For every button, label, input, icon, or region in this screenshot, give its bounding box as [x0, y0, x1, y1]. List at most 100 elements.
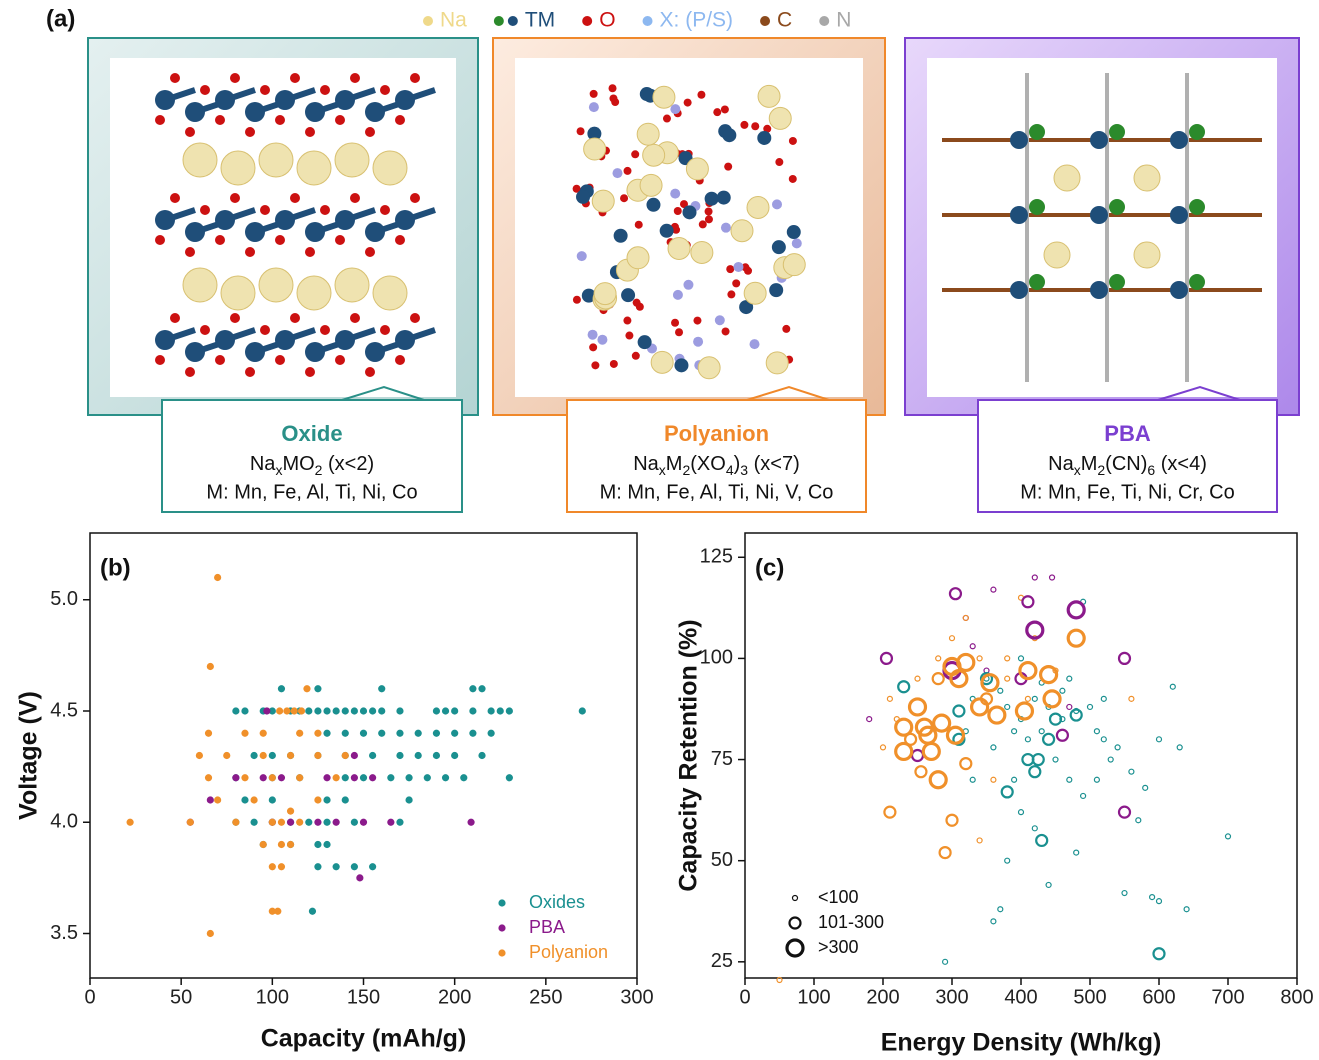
atom-o — [721, 105, 729, 113]
atom-tm — [1109, 199, 1125, 215]
atom-o — [380, 325, 390, 335]
point — [396, 730, 403, 737]
legend-label: N — [836, 9, 851, 32]
point — [251, 819, 258, 826]
legend-dot — [760, 16, 770, 26]
formula: NaxM2(CN)6 (x<4) — [1048, 453, 1207, 477]
atom-tm — [1010, 131, 1028, 149]
x-tick-label: 600 — [1142, 986, 1175, 1008]
y-tick-label: 125 — [700, 546, 733, 568]
atom-o — [789, 175, 797, 183]
point — [351, 752, 358, 759]
atom-tm — [305, 222, 325, 242]
point — [269, 796, 276, 803]
atom-o — [200, 205, 210, 215]
atom-o — [633, 299, 641, 307]
legend-dot — [423, 16, 433, 26]
point — [260, 774, 267, 781]
x-tick-label: 100 — [256, 986, 289, 1008]
formula-part: M — [666, 453, 683, 475]
atom-o — [290, 73, 300, 83]
atom-x — [577, 251, 587, 261]
bubble — [915, 766, 926, 777]
atom-na — [259, 143, 293, 177]
atom-o — [335, 115, 345, 125]
bubble — [963, 615, 968, 620]
atom-tm — [395, 330, 415, 350]
formula-subscript: x — [1074, 462, 1081, 478]
legend-marker — [790, 918, 801, 929]
atom-tm — [395, 90, 415, 110]
atom-o — [155, 235, 165, 245]
atom-o — [591, 361, 599, 369]
point — [323, 796, 330, 803]
point — [387, 819, 394, 826]
bubble — [1067, 777, 1072, 782]
panel-label: (b) — [100, 554, 131, 581]
atom-o — [699, 220, 707, 228]
point — [269, 819, 276, 826]
atom-x — [673, 290, 683, 300]
atom-o — [620, 194, 628, 202]
atom-o — [365, 247, 375, 257]
atom-o — [290, 313, 300, 323]
x-axis-title: Energy Density (Wh/kg) — [881, 1029, 1162, 1057]
panel-label: (a) — [46, 5, 75, 32]
bubble — [923, 743, 939, 759]
point — [278, 819, 285, 826]
bubble — [1119, 653, 1130, 664]
point — [305, 707, 312, 714]
atom-o — [185, 127, 195, 137]
point — [433, 752, 440, 759]
point — [360, 819, 367, 826]
x-tick-label: 0 — [84, 986, 95, 1008]
atom-x — [588, 330, 598, 340]
bubble — [1170, 684, 1175, 689]
atom-na — [594, 283, 616, 305]
point — [356, 874, 363, 881]
legend-marker — [498, 899, 505, 906]
atom-o — [320, 205, 330, 215]
formula-subscript: 2 — [1097, 462, 1105, 478]
bubble — [1025, 696, 1030, 701]
atom-tm — [1010, 281, 1028, 299]
point — [223, 752, 230, 759]
bubble — [977, 656, 982, 661]
point — [287, 808, 294, 815]
atom-na — [686, 158, 708, 180]
bubble — [1154, 948, 1165, 959]
point — [305, 819, 312, 826]
atom-o — [609, 84, 617, 92]
bubble — [887, 696, 892, 701]
atom-o — [245, 367, 255, 377]
point — [351, 774, 358, 781]
atom-tm — [660, 224, 674, 238]
atom-o — [782, 325, 790, 333]
atom-o — [320, 325, 330, 335]
atom-o — [395, 355, 405, 365]
atom-na — [731, 220, 753, 242]
atom-tm — [215, 90, 235, 110]
bubble — [1044, 691, 1060, 707]
bubble — [1129, 696, 1134, 701]
card-title: Polyanion — [664, 421, 769, 446]
atom-o — [705, 215, 713, 223]
atom-o — [155, 355, 165, 365]
bubble — [1053, 757, 1058, 762]
bubble — [1032, 826, 1037, 831]
formula-subscript: x — [659, 462, 666, 478]
atom-tm — [185, 102, 205, 122]
bubble — [1226, 834, 1231, 839]
point — [333, 774, 340, 781]
atom-o — [230, 313, 240, 323]
atom-x — [612, 168, 622, 178]
point — [478, 685, 485, 692]
atom-tm — [787, 225, 801, 239]
atom-o — [170, 73, 180, 83]
point — [296, 730, 303, 737]
atom-tm — [1029, 124, 1045, 140]
point — [214, 574, 221, 581]
atom-o — [726, 265, 734, 273]
bubble — [1032, 696, 1037, 701]
point — [287, 752, 294, 759]
